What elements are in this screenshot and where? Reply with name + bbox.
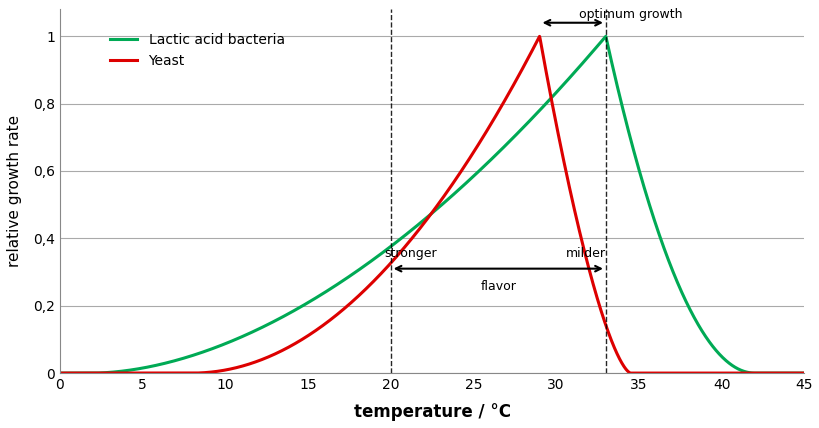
Text: milder: milder [565, 247, 605, 260]
Y-axis label: relative growth rate: relative growth rate [7, 115, 22, 267]
X-axis label: temperature / °C: temperature / °C [353, 403, 510, 421]
Text: stronger: stronger [384, 247, 437, 260]
Text: optimum growth: optimum growth [578, 8, 681, 21]
Text: flavor: flavor [480, 280, 516, 294]
Legend: Lactic acid bacteria, Yeast: Lactic acid bacteria, Yeast [104, 27, 290, 73]
